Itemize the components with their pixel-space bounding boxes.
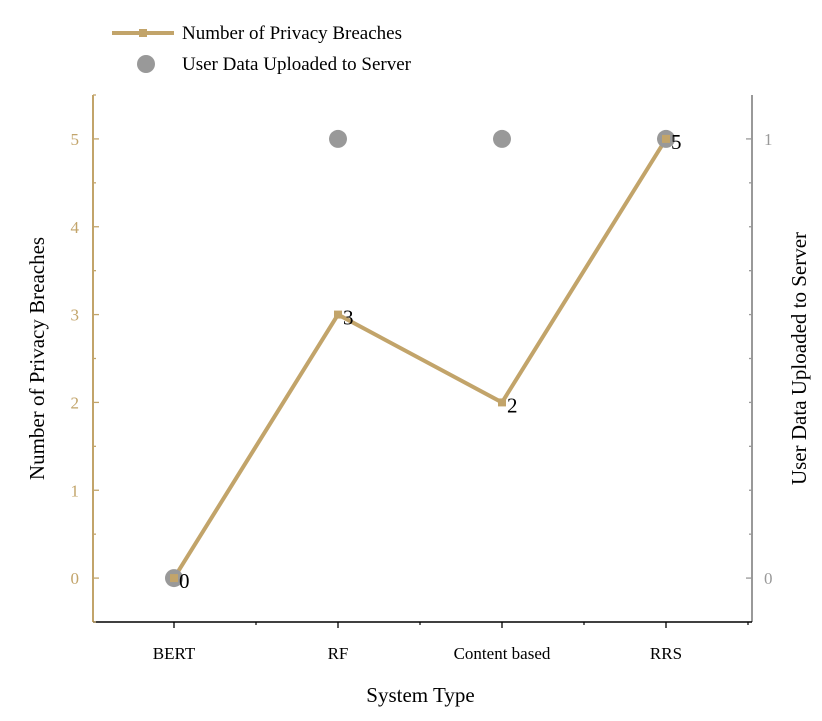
x-tick-label: RF <box>328 644 349 663</box>
right-y-tick-label: 1 <box>764 130 773 149</box>
legend: Number of Privacy Breaches User Data Uplo… <box>112 23 412 75</box>
right-y-tick-label: 0 <box>764 569 773 588</box>
privacy-breach-point <box>170 574 178 583</box>
privacy-breach-point <box>334 310 342 319</box>
x-tick-label: BERT <box>153 644 196 663</box>
data-label: 0 <box>179 569 190 593</box>
privacy-breach-point <box>498 398 506 407</box>
x-tick-label: RRS <box>650 644 682 663</box>
left-y-tick-label: 0 <box>71 569 80 588</box>
left-y-tick-label: 1 <box>71 481 80 500</box>
legend-label-privacy-breaches: Number of Privacy Breaches <box>182 23 402 44</box>
left-y-tick-label: 3 <box>71 306 80 325</box>
user-data-point <box>493 129 511 148</box>
right-y-axis-title: User Data Uploaded to Server <box>787 232 811 485</box>
series-line-privacy-breaches <box>172 137 668 580</box>
data-label: 2 <box>507 393 518 417</box>
x-axis-title: System Type <box>366 683 474 707</box>
data-label: 3 <box>343 306 354 330</box>
legend-square-marker <box>139 29 147 37</box>
legend-label-user-data: User Data Uploaded to Server <box>182 54 412 75</box>
left-y-axis-title: Number of Privacy Breaches <box>25 237 49 480</box>
series-layer: 0 3 2 5 <box>165 129 682 593</box>
data-label: 5 <box>671 130 682 154</box>
axes: 0 1 2 3 4 5 0 1 BERT RF Content based RRS <box>71 94 773 663</box>
left-y-tick-label: 5 <box>71 130 80 149</box>
legend-circle-marker <box>137 55 155 73</box>
left-y-tick-label: 4 <box>71 218 80 237</box>
privacy-breach-point <box>662 134 670 143</box>
left-y-tick-label: 2 <box>71 393 80 412</box>
x-tick-label: Content based <box>454 644 551 663</box>
user-data-point <box>329 129 347 148</box>
